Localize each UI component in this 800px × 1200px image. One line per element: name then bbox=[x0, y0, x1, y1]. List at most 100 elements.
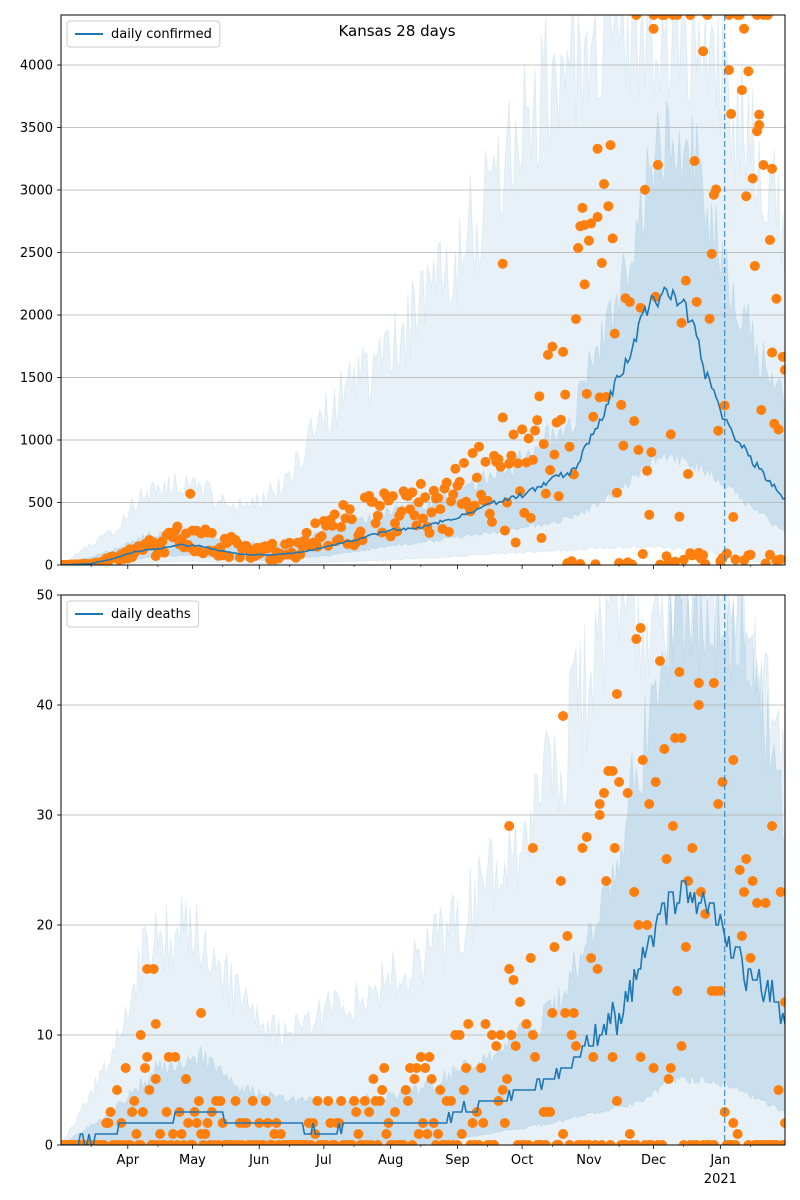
observed-point bbox=[489, 1140, 500, 1145]
observed-point bbox=[570, 1041, 581, 1051]
observed-point bbox=[284, 537, 295, 548]
observed-point bbox=[659, 15, 670, 20]
deaths-panel: 0 10 20 30 40 50 Apr May Jun Jul Aug Sep Oct Nov Dec Ja… bbox=[36, 589, 786, 1187]
observed-point bbox=[736, 85, 747, 96]
observed-point bbox=[538, 439, 549, 450]
observed-point bbox=[486, 516, 497, 527]
observed-point bbox=[183, 1118, 194, 1128]
observed-point bbox=[570, 314, 581, 325]
observed-point bbox=[206, 528, 217, 539]
observed-point bbox=[402, 1096, 413, 1106]
observed-point bbox=[713, 799, 724, 809]
observed-point bbox=[534, 391, 545, 402]
observed-point bbox=[631, 634, 642, 644]
observed-point bbox=[510, 537, 521, 548]
observed-point bbox=[187, 1140, 198, 1145]
observed-point bbox=[683, 468, 694, 479]
observed-point bbox=[452, 1140, 463, 1145]
observed-point bbox=[670, 556, 681, 565]
observed-point bbox=[120, 1063, 131, 1073]
outer-band bbox=[61, 595, 785, 1145]
observed-point bbox=[346, 1140, 357, 1145]
observed-point bbox=[484, 508, 495, 519]
observed-point bbox=[476, 1063, 487, 1073]
observed-point bbox=[629, 416, 640, 427]
observed-point bbox=[170, 1052, 181, 1062]
deaths-legend-label: daily deaths bbox=[111, 607, 191, 622]
observed-point bbox=[413, 1129, 424, 1139]
x-tick-label: Jan bbox=[709, 1153, 730, 1168]
observed-point bbox=[478, 1118, 489, 1128]
observed-point bbox=[215, 1096, 226, 1106]
observed-point bbox=[506, 1030, 517, 1040]
observed-point bbox=[310, 518, 321, 529]
observed-point bbox=[624, 1129, 635, 1139]
observed-point bbox=[202, 1118, 213, 1128]
observed-point bbox=[618, 440, 629, 451]
observed-point bbox=[301, 527, 312, 538]
observed-point bbox=[631, 1140, 642, 1145]
observed-point bbox=[420, 1063, 431, 1073]
observed-point bbox=[581, 832, 592, 842]
observed-point bbox=[467, 448, 478, 459]
observed-point bbox=[764, 235, 775, 245]
observed-point bbox=[728, 1118, 739, 1128]
observed-point bbox=[749, 260, 760, 271]
observed-point bbox=[372, 1140, 383, 1145]
observed-point bbox=[721, 548, 732, 559]
observed-point bbox=[514, 997, 525, 1007]
observed-point bbox=[672, 15, 683, 20]
observed-point bbox=[614, 777, 625, 787]
observed-point bbox=[441, 477, 452, 488]
observed-point bbox=[510, 1041, 521, 1051]
observed-point bbox=[131, 1129, 142, 1139]
observed-point bbox=[495, 461, 506, 472]
observed-point bbox=[217, 1118, 228, 1128]
observed-point bbox=[426, 507, 437, 518]
observed-point bbox=[560, 1008, 571, 1018]
observed-point bbox=[607, 766, 618, 776]
observed-point bbox=[549, 449, 560, 460]
observed-point bbox=[458, 458, 469, 469]
observed-point bbox=[739, 23, 750, 34]
observed-point bbox=[379, 1063, 390, 1073]
observed-point bbox=[566, 1030, 577, 1040]
observed-point bbox=[581, 388, 592, 399]
observed-point bbox=[191, 1118, 202, 1128]
confirmed-legend: daily confirmed bbox=[66, 20, 221, 48]
observed-point bbox=[448, 489, 459, 500]
observed-point bbox=[702, 15, 713, 20]
observed-point bbox=[762, 15, 773, 20]
observed-point bbox=[514, 486, 525, 497]
observed-point bbox=[312, 1096, 323, 1106]
observed-point bbox=[415, 478, 426, 489]
observed-point bbox=[588, 411, 599, 422]
observed-point bbox=[480, 1019, 491, 1029]
observed-point bbox=[495, 1030, 506, 1040]
observed-point bbox=[502, 1074, 513, 1084]
observed-point bbox=[627, 559, 638, 565]
observed-point bbox=[611, 1096, 622, 1106]
observed-point bbox=[558, 711, 569, 721]
observed-point bbox=[631, 15, 642, 20]
observed-point bbox=[545, 1107, 556, 1117]
observed-point bbox=[392, 526, 403, 537]
observed-point bbox=[713, 425, 724, 436]
observed-point bbox=[336, 522, 347, 533]
observed-point bbox=[691, 296, 702, 307]
observed-point bbox=[685, 15, 696, 20]
observed-point bbox=[329, 1140, 340, 1145]
observed-point bbox=[605, 140, 616, 151]
observed-point bbox=[508, 975, 519, 985]
observed-point bbox=[611, 689, 622, 699]
observed-point bbox=[99, 1140, 110, 1145]
observed-point bbox=[655, 559, 666, 565]
observed-point bbox=[420, 492, 431, 503]
observed-point bbox=[377, 1085, 388, 1095]
observed-point bbox=[566, 556, 577, 565]
observed-point bbox=[474, 1140, 485, 1145]
observed-point bbox=[728, 755, 739, 765]
observed-point bbox=[667, 821, 678, 831]
observed-point bbox=[142, 1052, 153, 1062]
observed-point bbox=[381, 1129, 392, 1139]
